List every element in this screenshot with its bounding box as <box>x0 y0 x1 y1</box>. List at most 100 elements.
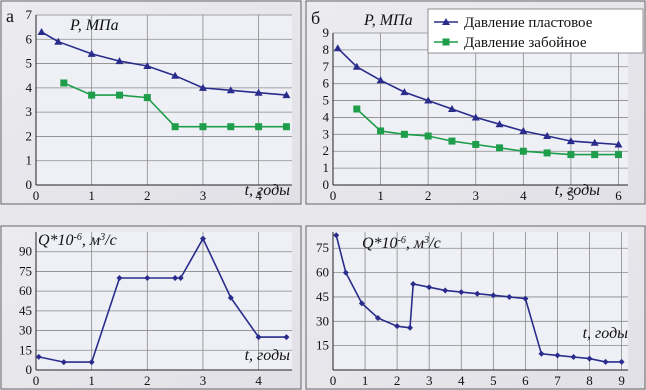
data-point-flow <box>177 275 184 281</box>
data-point-flow <box>554 352 561 359</box>
x-tick-label: 5 <box>490 373 497 388</box>
y-tick-label: 3 <box>26 104 33 119</box>
data-point-reservoir <box>543 132 552 140</box>
y-tick-label: 0 <box>26 177 33 192</box>
data-point-flow <box>474 290 481 297</box>
data-point-reservoir <box>519 126 528 134</box>
data-point-flow <box>602 358 609 365</box>
legend-label-reservoir: Давление пластовое <box>464 15 593 31</box>
data-point-reservoir <box>254 88 263 96</box>
data-point-reservoir <box>566 137 575 145</box>
data-point-bottomhole <box>115 91 123 99</box>
x-tick-label: 0 <box>330 188 337 203</box>
panel-letter: б <box>311 8 320 28</box>
x-axis-label: t, годы <box>583 325 629 342</box>
data-point-reservoir <box>471 113 480 121</box>
data-point-reservoir <box>282 91 291 99</box>
data-point-flow <box>88 359 95 366</box>
y-tick-label: 1 <box>26 153 33 168</box>
data-point-bottomhole <box>614 151 622 159</box>
data-point-bottomhole <box>377 127 385 135</box>
data-point-reservoir <box>171 71 180 79</box>
data-point-flow <box>116 275 123 281</box>
x-tick-label: 6 <box>522 373 529 388</box>
y-tick-label: 0 <box>26 362 33 377</box>
data-point-flow <box>172 275 179 281</box>
data-point-flow <box>144 275 151 281</box>
data-point-bottomhole <box>519 147 527 155</box>
y-axis-label: P, МПа <box>69 17 119 34</box>
y-tick-label: 4 <box>323 109 330 124</box>
y-tick-label: 5 <box>323 93 330 108</box>
data-point-bottomhole <box>255 123 263 131</box>
x-tick-label: 2 <box>144 373 151 388</box>
data-point-bottomhole <box>496 144 504 152</box>
x-tick-label: 2 <box>425 188 432 203</box>
data-point-flow <box>374 315 381 322</box>
data-point-bottomhole <box>353 105 361 113</box>
data-point-flow <box>522 295 529 302</box>
x-tick-label: 1 <box>88 188 95 203</box>
legend-marker-bottomhole <box>442 38 450 46</box>
legend-marker-reservoir <box>442 18 450 25</box>
y-axis-label: P, МПа <box>363 12 413 29</box>
y-axis-label: Q*10-6, м3/с <box>38 232 117 250</box>
data-point-flow <box>255 334 262 341</box>
data-point-flow <box>227 294 234 301</box>
data-point-flow <box>490 292 497 299</box>
x-tick-label: 3 <box>200 188 207 203</box>
data-point-bottomhole <box>282 123 290 131</box>
y-tick-label: 60 <box>19 283 32 298</box>
y-tick-label: 0 <box>323 177 330 192</box>
x-tick-label: 1 <box>377 188 384 203</box>
series-line-bottomhole <box>356 108 619 156</box>
data-point-bottomhole <box>543 149 551 157</box>
data-point-bottomhole <box>424 132 432 140</box>
x-tick-label: 3 <box>472 188 479 203</box>
data-point-reservoir <box>143 62 152 69</box>
y-tick-label: 7 <box>26 7 33 22</box>
y-axis-label: Q*10-6, м3/с <box>362 235 441 253</box>
plot-area <box>36 15 292 185</box>
x-tick-label: 0 <box>33 188 40 203</box>
x-tick-label: 4 <box>458 373 465 388</box>
data-point-reservoir <box>352 62 361 70</box>
data-point-flow <box>586 355 593 362</box>
y-tick-label: 45 <box>316 289 329 304</box>
data-point-flow <box>333 232 340 239</box>
y-tick-label: 2 <box>26 128 33 143</box>
data-point-reservoir <box>590 138 599 146</box>
data-point-reservoir <box>87 49 96 57</box>
y-tick-label: 60 <box>316 265 329 280</box>
x-tick-label: 8 <box>586 373 593 388</box>
x-tick-label: 6 <box>615 188 622 203</box>
plot-area <box>333 232 628 370</box>
x-tick-label: 4 <box>255 373 262 388</box>
data-point-flow <box>442 287 449 294</box>
x-tick-label: 1 <box>362 373 369 388</box>
plot-area <box>333 33 628 185</box>
data-point-bottomhole <box>591 151 599 159</box>
data-point-reservoir <box>54 37 63 45</box>
data-point-flow <box>458 289 465 296</box>
x-tick-label: 5 <box>568 188 575 203</box>
data-point-flow <box>394 323 401 330</box>
data-point-bottomhole <box>400 130 408 138</box>
data-point-flow <box>35 353 42 360</box>
data-point-bottomhole <box>60 79 68 87</box>
data-point-flow <box>426 284 433 291</box>
data-point-reservoir <box>400 88 409 96</box>
plot-area <box>36 232 292 370</box>
x-tick-label: 9 <box>618 373 625 388</box>
y-tick-label: 1 <box>323 160 330 175</box>
y-tick-label: 3 <box>323 126 330 141</box>
data-point-reservoir <box>37 28 46 35</box>
y-tick-label: 15 <box>316 338 329 353</box>
data-point-reservoir <box>333 44 342 52</box>
x-axis-label: t, годы <box>555 182 601 199</box>
y-tick-label: 8 <box>323 42 330 57</box>
data-point-reservoir <box>614 140 623 148</box>
y-tick-label: 75 <box>19 263 32 278</box>
y-tick-label: 7 <box>323 59 330 74</box>
